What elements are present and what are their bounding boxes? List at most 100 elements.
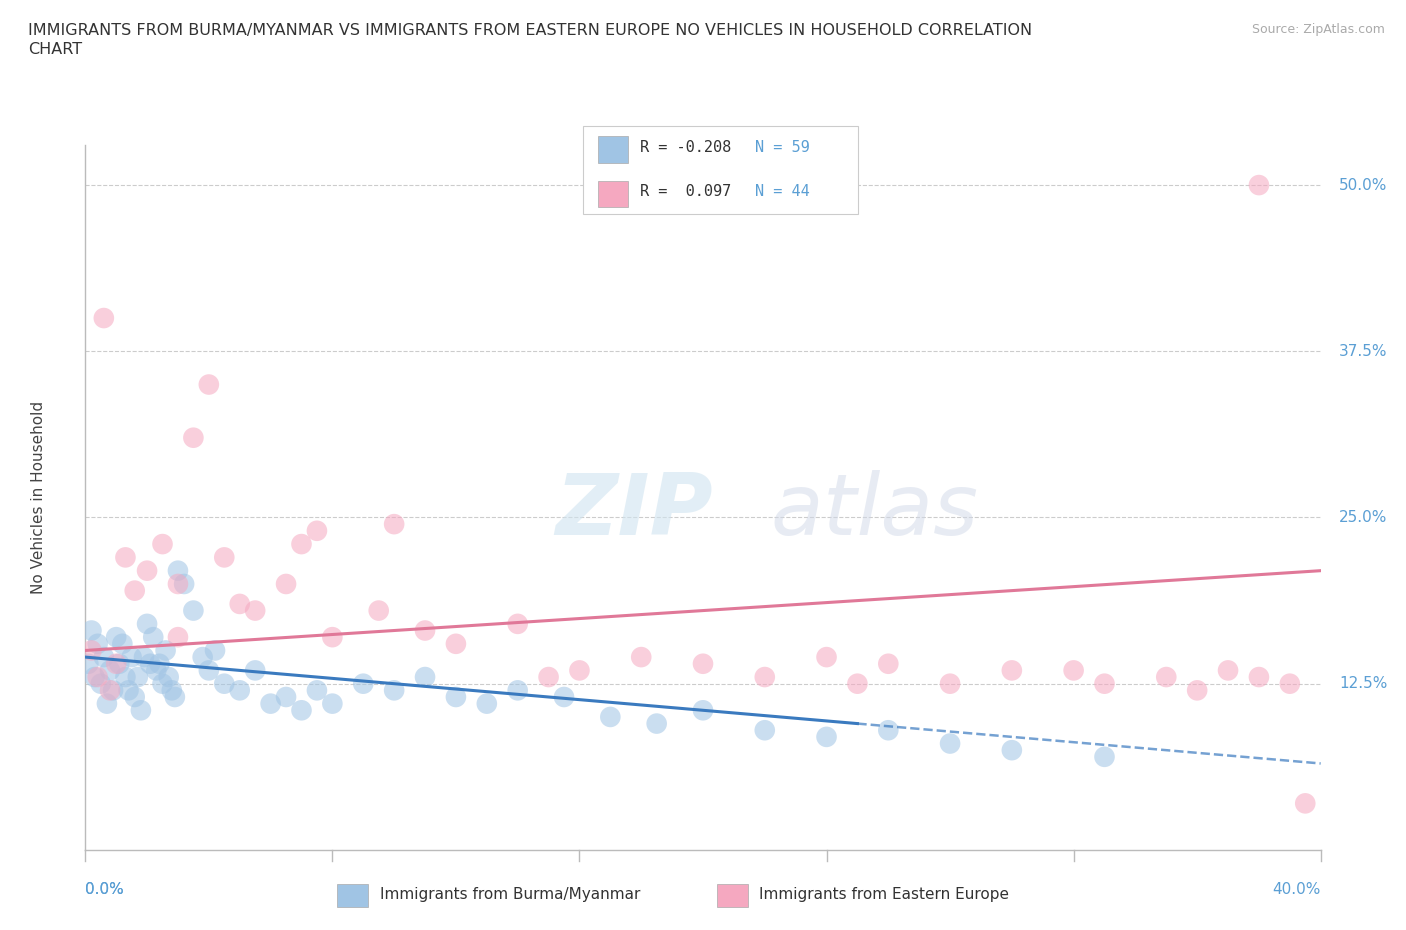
Text: atlas: atlas bbox=[770, 471, 979, 553]
Point bbox=[537, 670, 560, 684]
Point bbox=[259, 697, 281, 711]
Point bbox=[191, 650, 214, 665]
Point bbox=[444, 689, 467, 704]
Point bbox=[815, 650, 838, 665]
Point bbox=[1001, 663, 1024, 678]
Point bbox=[108, 657, 131, 671]
Point bbox=[80, 643, 103, 658]
Point bbox=[290, 703, 312, 718]
Text: IMMIGRANTS FROM BURMA/MYANMAR VS IMMIGRANTS FROM EASTERN EUROPE NO VEHICLES IN H: IMMIGRANTS FROM BURMA/MYANMAR VS IMMIGRA… bbox=[28, 23, 1032, 38]
Point bbox=[90, 676, 112, 691]
Point bbox=[142, 630, 165, 644]
Point bbox=[599, 710, 621, 724]
Text: 25.0%: 25.0% bbox=[1340, 510, 1388, 525]
Point bbox=[352, 676, 374, 691]
Point bbox=[692, 703, 714, 718]
Point bbox=[83, 670, 105, 684]
Point bbox=[321, 697, 343, 711]
Point bbox=[475, 697, 498, 711]
Text: 50.0%: 50.0% bbox=[1340, 178, 1388, 193]
Text: No Vehicles in Household: No Vehicles in Household bbox=[31, 401, 46, 594]
Point bbox=[754, 670, 776, 684]
Point bbox=[321, 630, 343, 644]
Point bbox=[1094, 676, 1116, 691]
Point bbox=[645, 716, 668, 731]
Text: N = 44: N = 44 bbox=[755, 184, 810, 199]
Point bbox=[214, 676, 236, 691]
Point bbox=[204, 643, 226, 658]
Point bbox=[506, 617, 529, 631]
Point bbox=[167, 564, 190, 578]
Point bbox=[382, 517, 405, 532]
Text: Immigrants from Eastern Europe: Immigrants from Eastern Europe bbox=[759, 887, 1010, 902]
Point bbox=[1278, 676, 1301, 691]
Text: 0.0%: 0.0% bbox=[86, 882, 124, 897]
Point bbox=[114, 550, 136, 565]
Point bbox=[305, 524, 328, 538]
Point bbox=[105, 657, 128, 671]
Point bbox=[163, 689, 186, 704]
Point bbox=[160, 683, 183, 698]
Point bbox=[111, 636, 134, 651]
Point bbox=[198, 377, 221, 392]
Point bbox=[413, 623, 436, 638]
Point bbox=[167, 630, 190, 644]
Point bbox=[630, 650, 652, 665]
Point bbox=[214, 550, 236, 565]
Text: CHART: CHART bbox=[28, 42, 82, 57]
Point bbox=[305, 683, 328, 698]
Point bbox=[1247, 670, 1270, 684]
Text: R = -0.208: R = -0.208 bbox=[640, 140, 731, 155]
Text: 0.0%: 0.0% bbox=[86, 882, 124, 897]
Point bbox=[1154, 670, 1177, 684]
Point bbox=[183, 604, 205, 618]
Point bbox=[1063, 663, 1085, 678]
Point bbox=[86, 636, 108, 651]
Text: 40.0%: 40.0% bbox=[1272, 882, 1320, 897]
Point bbox=[157, 670, 180, 684]
Point bbox=[98, 683, 121, 698]
Point bbox=[846, 676, 869, 691]
Point bbox=[692, 657, 714, 671]
Point bbox=[152, 676, 174, 691]
Text: N = 59: N = 59 bbox=[755, 140, 810, 155]
Point bbox=[105, 630, 128, 644]
Point bbox=[568, 663, 591, 678]
Point bbox=[98, 663, 121, 678]
Point bbox=[127, 670, 149, 684]
Point bbox=[173, 577, 195, 591]
Point bbox=[444, 636, 467, 651]
Text: Source: ZipAtlas.com: Source: ZipAtlas.com bbox=[1251, 23, 1385, 36]
Point bbox=[93, 650, 115, 665]
Point bbox=[198, 663, 221, 678]
Point bbox=[506, 683, 529, 698]
Point bbox=[114, 670, 136, 684]
Point bbox=[139, 657, 162, 671]
Point bbox=[382, 683, 405, 698]
Point bbox=[815, 729, 838, 744]
Point bbox=[1001, 743, 1024, 758]
Point bbox=[124, 583, 146, 598]
Point bbox=[86, 670, 108, 684]
Point bbox=[80, 623, 103, 638]
Point bbox=[117, 683, 139, 698]
Point bbox=[939, 676, 962, 691]
Point bbox=[229, 683, 252, 698]
Point bbox=[553, 689, 575, 704]
Point bbox=[183, 431, 205, 445]
Point bbox=[93, 311, 115, 325]
Point bbox=[243, 604, 266, 618]
Point bbox=[939, 736, 962, 751]
Point bbox=[129, 703, 152, 718]
Point bbox=[1247, 178, 1270, 193]
Point bbox=[101, 683, 124, 698]
Point bbox=[121, 650, 143, 665]
Text: ZIP: ZIP bbox=[555, 471, 713, 553]
Point bbox=[136, 617, 159, 631]
Point bbox=[243, 663, 266, 678]
Point bbox=[229, 596, 252, 611]
Point bbox=[1094, 750, 1116, 764]
Point bbox=[132, 650, 155, 665]
Point bbox=[877, 657, 900, 671]
Point bbox=[124, 689, 146, 704]
